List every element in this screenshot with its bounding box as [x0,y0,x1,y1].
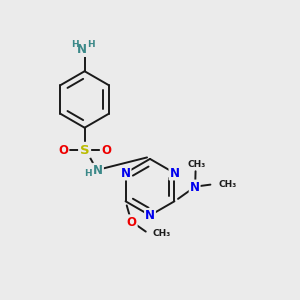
Text: N: N [145,209,155,222]
Text: O: O [101,143,111,157]
Text: N: N [93,164,103,177]
Text: CH₃: CH₃ [187,160,205,169]
Text: N: N [190,181,200,194]
Text: N: N [77,43,87,56]
Text: N: N [169,167,179,179]
Text: CH₃: CH₃ [218,179,237,188]
Text: N: N [121,167,130,179]
Text: CH₃: CH₃ [152,229,170,238]
Text: O: O [127,216,136,229]
Text: H: H [87,40,95,49]
Text: O: O [58,143,68,157]
Text: H: H [84,169,92,178]
Text: S: S [80,143,89,157]
Text: H: H [71,40,79,49]
